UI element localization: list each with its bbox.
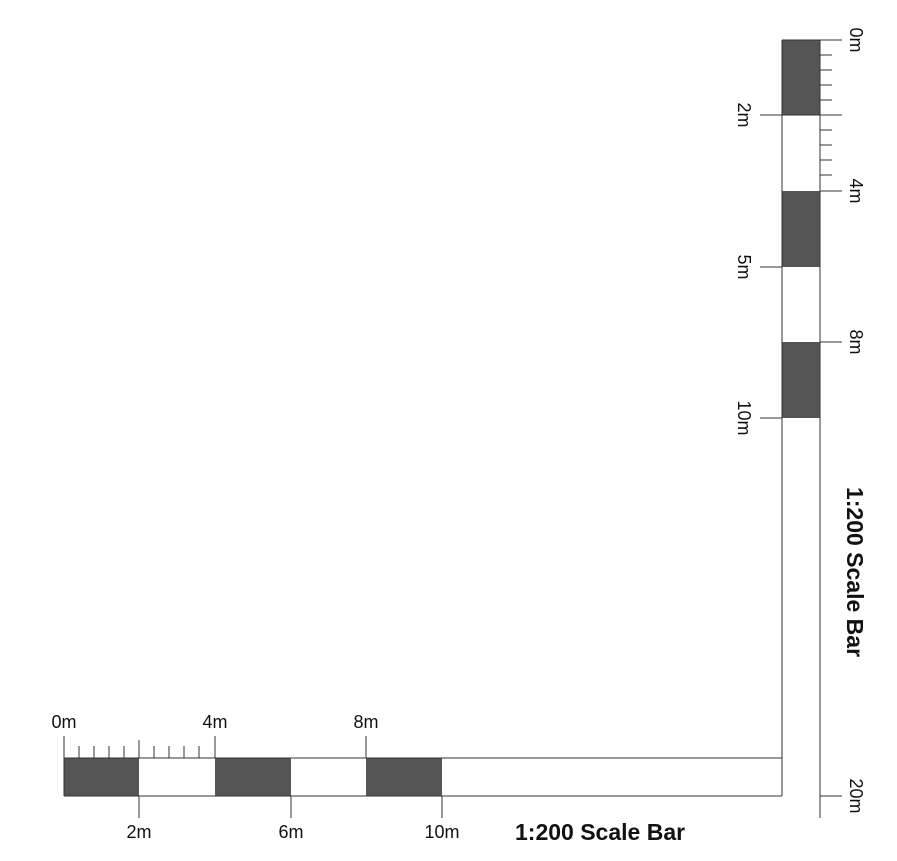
h-segment-dark-2 xyxy=(215,758,291,796)
v-label-4m: 4m xyxy=(846,178,866,203)
vertical-scale-bar: 0m 4m 8m 20m 2m 5m 10m 1:200 Scale Bar xyxy=(734,27,868,818)
v-label-20m: 20m xyxy=(846,778,866,813)
v-label-5m: 5m xyxy=(734,254,754,279)
h-segment-light-3 xyxy=(442,758,782,796)
h-segment-light-1 xyxy=(139,758,215,796)
h-label-6m: 6m xyxy=(278,822,303,842)
horizontal-scale-bar: 0m 4m 8m 2m 6m 10m 1:200 Scale Bar xyxy=(51,712,782,845)
h-segment-dark-3 xyxy=(366,758,442,796)
h-bar-title: 1:200 Scale Bar xyxy=(515,819,685,845)
v-segment-light-3 xyxy=(782,418,820,758)
h-label-2m: 2m xyxy=(126,822,151,842)
v-label-10m: 10m xyxy=(734,400,754,435)
v-segment-light-2 xyxy=(782,267,820,342)
v-label-8m: 8m xyxy=(846,329,866,354)
v-segment-light-1 xyxy=(782,115,820,191)
h-label-4m: 4m xyxy=(202,712,227,732)
h-segment-dark-1 xyxy=(64,758,139,796)
v-segment-dark-2 xyxy=(782,191,820,267)
v-label-2m: 2m xyxy=(734,102,754,127)
v-label-0m: 0m xyxy=(846,27,866,52)
h-label-8m: 8m xyxy=(353,712,378,732)
v-segment-dark-1 xyxy=(782,40,820,115)
v-segment-dark-3 xyxy=(782,342,820,418)
h-label-10m: 10m xyxy=(424,822,459,842)
h-segment-light-2 xyxy=(291,758,366,796)
v-bar-title: 1:200 Scale Bar xyxy=(842,487,868,657)
h-label-0m: 0m xyxy=(51,712,76,732)
